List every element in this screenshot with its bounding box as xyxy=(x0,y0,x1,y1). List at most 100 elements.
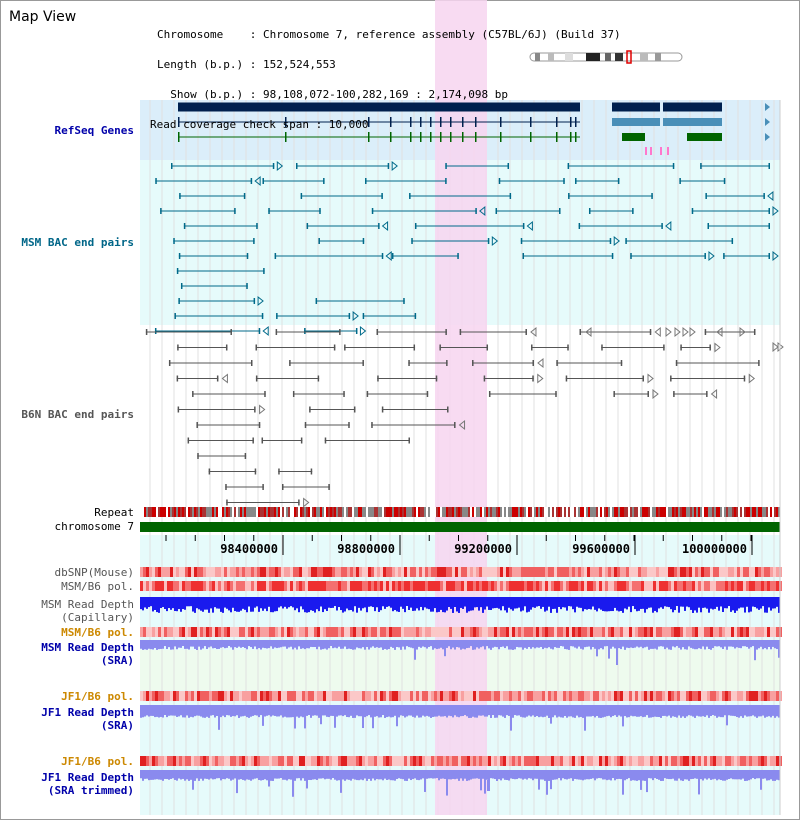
msm-b6-pol-density xyxy=(167,581,170,591)
track-label-msm-bac[interactable]: MSM BAC end pairs xyxy=(21,236,134,249)
msm-b6-pol-sra-density xyxy=(191,627,194,637)
jf1-depth-sra-bar xyxy=(266,705,268,716)
jf1-b6-pol-trim-density xyxy=(254,756,257,766)
msm-b6-pol-sra-density xyxy=(236,627,239,637)
repeat-segment xyxy=(416,507,418,517)
b6n-bac-pair-end xyxy=(226,499,228,506)
msm-b6-pol-density xyxy=(326,581,329,591)
msm-b6-pol-sra-density xyxy=(335,627,338,637)
jf1-depth-trim-bar xyxy=(354,770,356,780)
jf1-depth-trim-bar xyxy=(778,770,780,781)
repeat-segment xyxy=(594,507,596,517)
repeat-segment xyxy=(352,507,354,517)
msm-depth-capillary-bar xyxy=(526,597,528,613)
jf1-depth-sra-bar xyxy=(330,705,332,716)
msm-depth-sra-bar xyxy=(496,640,498,648)
track-label-dbsnp[interactable]: dbSNP(Mouse) xyxy=(54,566,134,579)
msm-bac-pair-end xyxy=(246,283,248,289)
jf1-depth-trim-bar xyxy=(668,770,670,780)
jf1-depth-trim-bar xyxy=(596,770,598,779)
dbsnp-density xyxy=(749,567,752,577)
msm-b6-pol-density xyxy=(350,581,353,591)
dbsnp-density xyxy=(668,567,671,577)
jf1-b6-pol-density xyxy=(380,691,383,701)
jf1-b6-pol-density xyxy=(362,691,365,701)
msm-depth-capillary-bar xyxy=(466,597,468,613)
jf1-depth-trim-bar xyxy=(512,770,514,779)
msm-depth-sra-bar xyxy=(632,640,634,649)
track-label-jf1-b6-pol-2[interactable]: JF1/B6 pol. xyxy=(61,755,134,768)
jf1-b6-pol-trim-density xyxy=(542,756,545,766)
track-label-msm-b6-pol-1[interactable]: MSM/B6 pol. xyxy=(61,580,134,593)
track-label-jf1-b6-pol-1[interactable]: JF1/B6 pol. xyxy=(61,690,134,703)
jf1-depth-trim-bar xyxy=(508,770,510,781)
track-label-jf1-depth-trim[interactable]: JF1 Read Depth xyxy=(41,771,134,784)
jf1-depth-sra-bar xyxy=(510,705,512,731)
jf1-b6-pol-trim-density xyxy=(290,756,293,766)
jf1-b6-pol-density xyxy=(422,691,425,701)
msm-depth-capillary-bar xyxy=(594,597,596,610)
track-label-msm-b6-pol-2[interactable]: MSM/B6 pol. xyxy=(61,626,134,639)
jf1-b6-pol-density xyxy=(278,691,281,701)
msm-bac-pair-end xyxy=(272,163,275,169)
msm-b6-pol-density xyxy=(533,581,536,591)
jf1-depth-sra-bar xyxy=(480,705,482,716)
ideogram-band xyxy=(655,53,661,61)
jf1-depth-sra-bar xyxy=(216,705,218,716)
track-label-jf1-depth-sra[interactable]: JF1 Read Depth xyxy=(41,706,134,719)
jf1-b6-pol-density xyxy=(389,691,392,701)
msm-depth-sra-bar xyxy=(244,640,246,648)
jf1-depth-sra-bar xyxy=(400,705,402,716)
jf1-b6-pol-trim-density xyxy=(743,756,746,766)
dbsnp-density xyxy=(275,567,278,577)
msm-depth-capillary-bar xyxy=(332,597,334,608)
repeat-segment xyxy=(570,507,572,517)
repeat-segment xyxy=(434,507,436,517)
track-label-msm-depth-cap[interactable]: MSM Read Depth xyxy=(41,598,134,611)
msm-b6-pol-density xyxy=(554,581,557,591)
jf1-b6-pol-density xyxy=(320,691,323,701)
track-label-repeat[interactable]: Repeat xyxy=(94,506,134,519)
msm-b6-pol-density xyxy=(320,581,323,591)
msm-depth-sra-bar xyxy=(766,640,768,650)
msm-depth-sra-bar xyxy=(182,640,184,647)
jf1-depth-sra-bar xyxy=(636,705,638,717)
msm-b6-pol-density xyxy=(413,581,416,591)
msm-bac-pair-end xyxy=(768,208,770,214)
jf1-b6-pol-trim-density xyxy=(488,756,491,766)
jf1-depth-sra-bar xyxy=(448,705,450,716)
jf1-depth-sra-bar xyxy=(158,705,160,718)
msm-b6-pol-sra-density xyxy=(359,627,362,637)
msm-depth-capillary-bar xyxy=(518,597,520,608)
msm-b6-pol-density xyxy=(698,581,701,591)
msm-depth-sra-bar xyxy=(454,640,456,650)
msm-depth-capillary-bar xyxy=(642,597,644,609)
jf1-b6-pol-density xyxy=(329,691,332,701)
repeat-segment xyxy=(566,507,568,517)
msm-depth-capillary-bar xyxy=(382,597,384,607)
repeat-segment xyxy=(502,507,504,517)
track-label-b6n-bac[interactable]: B6N BAC end pairs xyxy=(21,408,134,421)
jf1-depth-sra-bar xyxy=(282,705,284,718)
msm-b6-pol-density xyxy=(275,581,278,591)
jf1-depth-sra-bar xyxy=(308,705,310,716)
msm-b6-pol-sra-density xyxy=(659,627,662,637)
jf1-depth-trim-bar xyxy=(472,770,474,779)
jf1-depth-sra-bar xyxy=(548,705,550,718)
dbsnp-density xyxy=(689,567,692,577)
b6n-bac-pair-end xyxy=(145,329,148,335)
jf1-b6-pol-trim-density xyxy=(548,756,551,766)
msm-bac-orphan-end xyxy=(381,220,389,232)
refseq-exon xyxy=(285,132,287,142)
msm-depth-sra-bar xyxy=(164,640,166,647)
jf1-b6-pol-density xyxy=(419,691,422,701)
jf1-depth-trim-bar xyxy=(722,770,724,781)
msm-b6-pol-sra-density xyxy=(653,627,656,637)
jf1-depth-sra-bar xyxy=(676,705,678,718)
repeat-segment xyxy=(260,507,262,517)
track-label-refseq[interactable]: RefSeq Genes xyxy=(54,124,134,137)
jf1-depth-sra-bar xyxy=(312,705,314,716)
msm-b6-pol-sra-density xyxy=(188,627,191,637)
track-label-msm-depth-sra[interactable]: MSM Read Depth xyxy=(41,641,134,654)
